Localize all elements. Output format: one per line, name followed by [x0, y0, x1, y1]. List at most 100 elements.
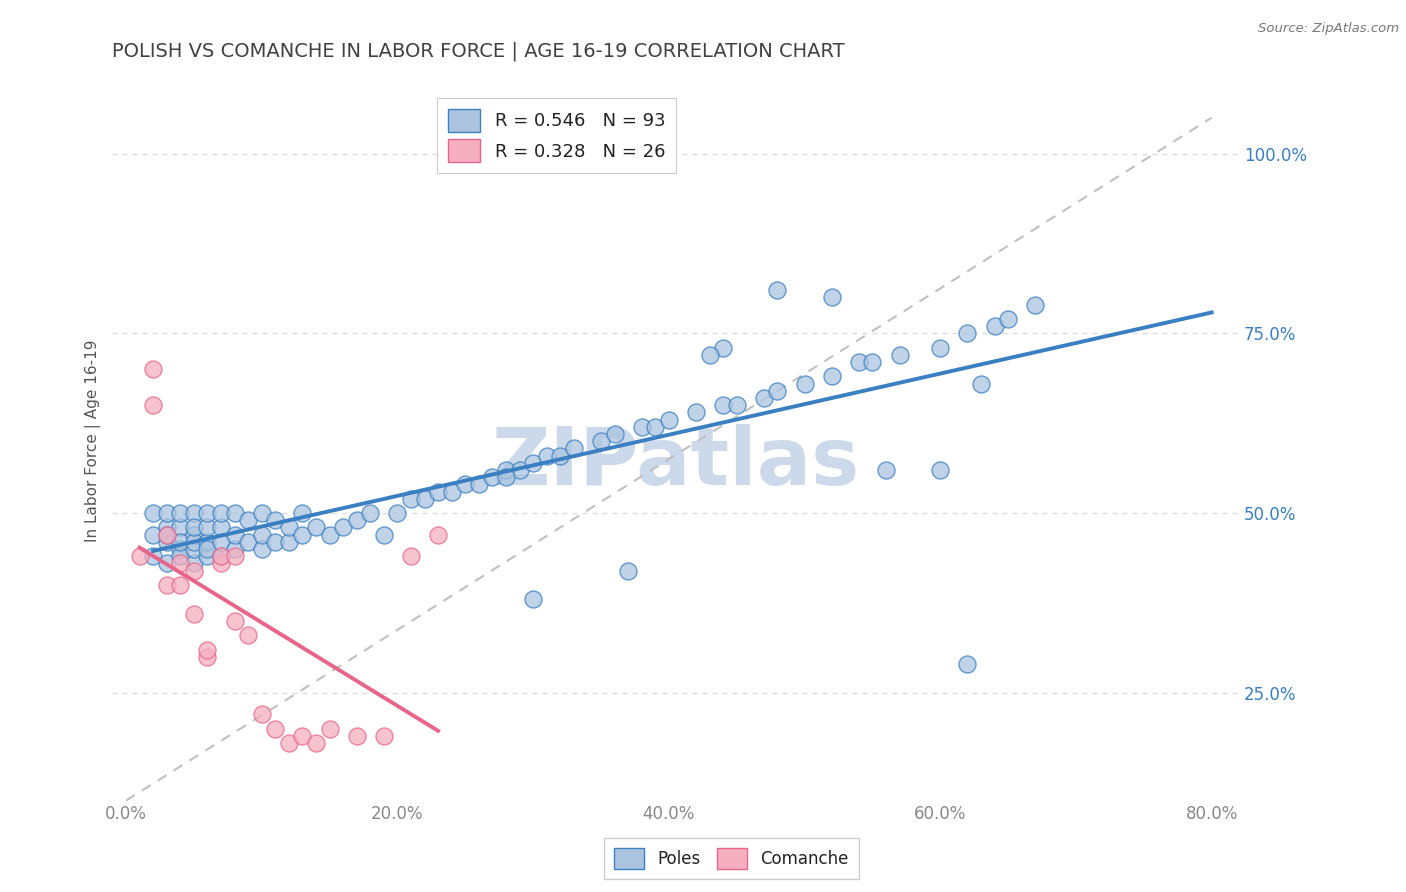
Point	[399, 549, 422, 564]
Point	[793, 376, 815, 391]
Point	[291, 527, 314, 541]
Point	[183, 607, 205, 621]
Point	[197, 506, 219, 520]
Point	[183, 557, 205, 571]
Point	[427, 484, 450, 499]
Point	[468, 477, 491, 491]
Point	[209, 557, 232, 571]
Point	[142, 398, 165, 412]
Point	[685, 405, 707, 419]
Point	[277, 736, 299, 750]
Point	[766, 283, 789, 297]
Point	[224, 614, 246, 628]
Legend: Poles, Comanche: Poles, Comanche	[603, 838, 859, 880]
Y-axis label: In Labor Force | Age 16-19: In Labor Force | Age 16-19	[86, 340, 101, 542]
Point	[197, 534, 219, 549]
Point	[197, 649, 219, 664]
Point	[346, 513, 368, 527]
Point	[197, 541, 219, 556]
Point	[318, 527, 340, 541]
Point	[644, 419, 666, 434]
Point	[997, 312, 1019, 326]
Point	[250, 527, 273, 541]
Point	[766, 384, 789, 398]
Point	[454, 477, 477, 491]
Point	[495, 463, 517, 477]
Point	[277, 520, 299, 534]
Point	[658, 412, 681, 426]
Point	[264, 722, 287, 736]
Point	[128, 549, 150, 564]
Point	[224, 527, 246, 541]
Point	[332, 520, 354, 534]
Point	[440, 484, 463, 499]
Point	[156, 527, 179, 541]
Point	[630, 419, 652, 434]
Point	[224, 506, 246, 520]
Point	[209, 549, 232, 564]
Point	[250, 506, 273, 520]
Point	[169, 541, 191, 556]
Point	[752, 391, 775, 405]
Point	[848, 355, 870, 369]
Point	[481, 470, 503, 484]
Point	[183, 564, 205, 578]
Point	[250, 541, 273, 556]
Text: POLISH VS COMANCHE IN LABOR FORCE | AGE 16-19 CORRELATION CHART: POLISH VS COMANCHE IN LABOR FORCE | AGE …	[112, 42, 845, 62]
Point	[699, 348, 721, 362]
Point	[264, 513, 287, 527]
Legend: R = 0.546   N = 93, R = 0.328   N = 26: R = 0.546 N = 93, R = 0.328 N = 26	[437, 98, 676, 173]
Point	[536, 449, 558, 463]
Point	[929, 463, 952, 477]
Point	[427, 527, 450, 541]
Point	[359, 506, 381, 520]
Point	[264, 534, 287, 549]
Point	[711, 341, 734, 355]
Point	[291, 729, 314, 743]
Point	[156, 527, 179, 541]
Point	[142, 527, 165, 541]
Point	[142, 549, 165, 564]
Point	[197, 520, 219, 534]
Point	[169, 557, 191, 571]
Point	[197, 549, 219, 564]
Point	[522, 592, 544, 607]
Point	[197, 642, 219, 657]
Point	[156, 557, 179, 571]
Point	[291, 506, 314, 520]
Point	[509, 463, 531, 477]
Point	[318, 722, 340, 736]
Point	[183, 520, 205, 534]
Point	[983, 319, 1005, 334]
Point	[209, 534, 232, 549]
Point	[183, 527, 205, 541]
Point	[142, 362, 165, 376]
Point	[250, 707, 273, 722]
Text: Source: ZipAtlas.com: Source: ZipAtlas.com	[1258, 22, 1399, 36]
Point	[929, 341, 952, 355]
Point	[142, 506, 165, 520]
Point	[889, 348, 911, 362]
Point	[156, 578, 179, 592]
Point	[603, 427, 626, 442]
Point	[156, 506, 179, 520]
Point	[956, 326, 979, 341]
Point	[209, 506, 232, 520]
Point	[562, 442, 585, 456]
Point	[224, 541, 246, 556]
Point	[277, 534, 299, 549]
Point	[224, 549, 246, 564]
Point	[183, 541, 205, 556]
Point	[305, 520, 328, 534]
Point	[617, 564, 640, 578]
Point	[821, 369, 844, 384]
Point	[711, 398, 734, 412]
Point	[373, 729, 395, 743]
Point	[236, 628, 259, 642]
Point	[236, 534, 259, 549]
Point	[156, 520, 179, 534]
Point	[413, 491, 436, 506]
Point	[387, 506, 409, 520]
Point	[183, 506, 205, 520]
Point	[970, 376, 993, 391]
